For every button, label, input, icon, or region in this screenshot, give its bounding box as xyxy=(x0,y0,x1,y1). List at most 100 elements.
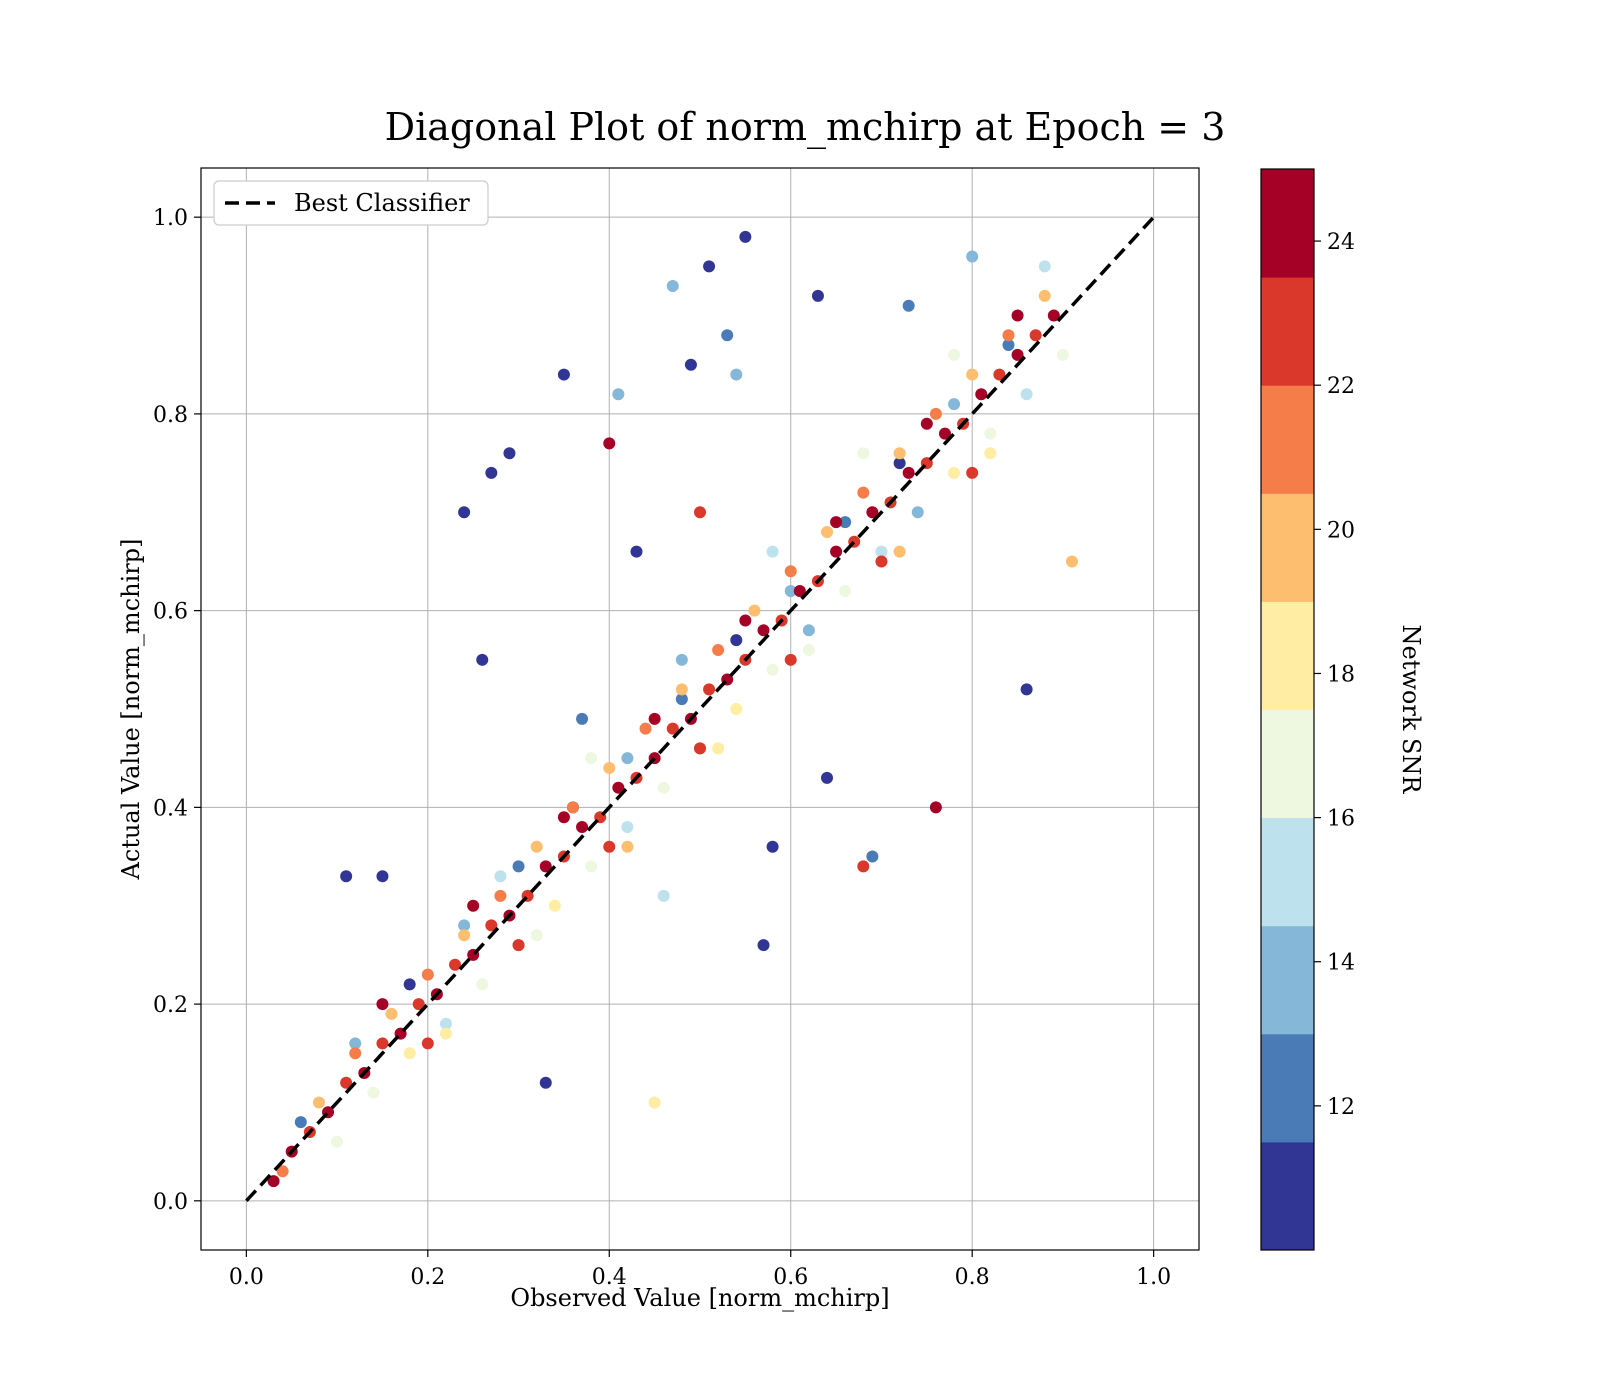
data-point-78 xyxy=(766,663,779,676)
data-point-127 xyxy=(802,643,815,656)
data-point-29 xyxy=(793,584,806,597)
data-point-137 xyxy=(485,466,498,479)
data-point-97 xyxy=(839,516,852,529)
data-point-157 xyxy=(929,801,942,814)
data-point-99 xyxy=(948,398,961,411)
data-point-146 xyxy=(966,250,979,263)
data-point-91 xyxy=(512,860,525,873)
data-point-46 xyxy=(349,1047,362,1060)
data-point-110 xyxy=(512,939,525,952)
data-point-53 xyxy=(603,762,616,775)
data-point-73 xyxy=(585,860,598,873)
colorbar-tick-label-2: 16 xyxy=(1327,807,1355,832)
x-tick-label-1: 0.2 xyxy=(410,1265,445,1290)
data-point-48 xyxy=(421,968,434,981)
x-axis-ticks: 0.0 0.2 0.4 0.6 0.8 1.0 xyxy=(229,1250,1171,1290)
data-point-158 xyxy=(857,860,870,873)
colorbar-label: Network SNR xyxy=(1397,625,1425,795)
data-point-67 xyxy=(367,1086,380,1099)
data-point-39 xyxy=(975,388,988,401)
data-point-132 xyxy=(721,329,734,342)
colorbar: 12 14 16 18 20 22 24 Network SNR xyxy=(1260,168,1425,1251)
y-axis-ticks: 0.0 0.2 0.4 0.6 0.8 1.0 xyxy=(153,206,201,1215)
gridlines xyxy=(201,168,1199,1250)
data-point-152 xyxy=(476,653,489,666)
data-point-135 xyxy=(503,447,516,460)
legend-box xyxy=(213,180,489,226)
data-point-59 xyxy=(821,525,834,538)
data-point-69 xyxy=(439,1017,452,1030)
data-point-138 xyxy=(666,280,679,293)
data-point-120 xyxy=(857,447,870,460)
data-point-113 xyxy=(784,653,797,666)
data-point-124 xyxy=(530,929,543,942)
data-point-79 xyxy=(802,624,815,637)
data-point-82 xyxy=(911,506,924,519)
data-point-95 xyxy=(730,634,743,647)
y-tick-label-1: 0.2 xyxy=(153,993,188,1018)
data-point-10 xyxy=(449,958,462,971)
data-point-106 xyxy=(830,516,843,529)
colorbar-tick-label-0: 12 xyxy=(1327,1095,1355,1120)
data-point-66 xyxy=(331,1135,344,1148)
data-point-117 xyxy=(585,752,598,765)
data-point-65 xyxy=(1038,289,1051,302)
colorbar-bin-8 xyxy=(1261,277,1314,386)
y-tick-label-5: 1.0 xyxy=(153,206,188,231)
data-point-114 xyxy=(875,555,888,568)
data-point-35 xyxy=(902,466,915,479)
colorbar-tick-label-5: 22 xyxy=(1327,374,1355,399)
data-point-128 xyxy=(893,545,906,558)
data-point-60 xyxy=(857,486,870,499)
data-point-100 xyxy=(1002,339,1015,352)
data-point-159 xyxy=(1020,683,1033,696)
data-point-49 xyxy=(458,929,471,942)
data-point-31 xyxy=(830,545,843,558)
data-point-74 xyxy=(621,821,634,834)
data-point-52 xyxy=(566,801,579,814)
data-point-19 xyxy=(612,781,625,794)
colorbar-tick-label-6: 24 xyxy=(1327,230,1355,255)
data-point-17 xyxy=(576,821,589,834)
colorbar-bin-5 xyxy=(1261,601,1314,710)
colorbar-tick-label-4: 20 xyxy=(1327,518,1355,543)
data-point-122 xyxy=(1038,260,1051,273)
data-point-75 xyxy=(657,781,670,794)
data-point-134 xyxy=(557,368,570,381)
data-point-86 xyxy=(1056,348,1069,361)
data-point-96 xyxy=(784,584,797,597)
data-point-101 xyxy=(376,998,389,1011)
data-point-107 xyxy=(920,417,933,430)
data-point-51 xyxy=(530,840,543,853)
plot-area xyxy=(200,167,1200,1251)
data-point-37 xyxy=(938,427,951,440)
colorbar-frame xyxy=(1260,168,1315,1251)
data-point-6 xyxy=(376,1037,389,1050)
data-point-0 xyxy=(267,1175,280,1188)
colorbar-bin-7 xyxy=(1261,385,1314,494)
data-point-143 xyxy=(757,939,770,952)
data-point-142 xyxy=(648,1096,661,1109)
data-point-27 xyxy=(757,624,770,637)
data-point-93 xyxy=(621,752,634,765)
data-point-131 xyxy=(703,260,716,273)
data-point-148 xyxy=(657,889,670,902)
legend-entry-best-classifier: Best Classifier xyxy=(294,189,470,217)
data-point-139 xyxy=(340,870,353,883)
data-point-58 xyxy=(784,565,797,578)
data-point-98 xyxy=(893,457,906,470)
data-point-126 xyxy=(712,742,725,755)
data-point-70 xyxy=(476,978,489,991)
data-point-150 xyxy=(539,1076,552,1089)
data-point-54 xyxy=(639,722,652,735)
x-axis-label: Observed Value [norm_mchirp] xyxy=(510,1284,889,1312)
data-point-15 xyxy=(539,860,552,873)
legend: Best Classifier xyxy=(213,180,489,226)
data-point-85 xyxy=(1020,388,1033,401)
data-point-40 xyxy=(993,368,1006,381)
data-point-55 xyxy=(675,683,688,696)
data-point-105 xyxy=(739,614,752,627)
data-point-45 xyxy=(312,1096,325,1109)
data-point-64 xyxy=(1002,329,1015,342)
